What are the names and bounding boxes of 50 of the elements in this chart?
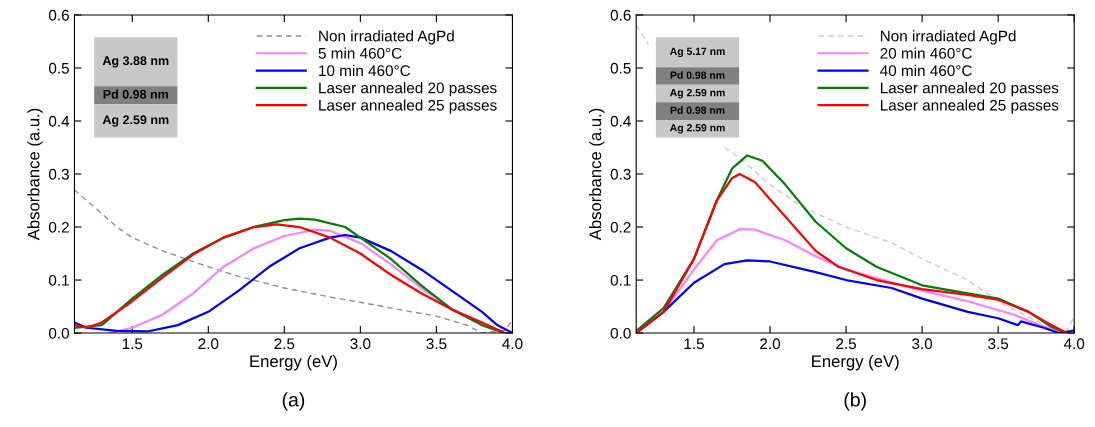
x-tick-label: 2.0	[198, 338, 219, 350]
legend-label: 10 min 460°C	[319, 64, 411, 77]
text: (b)	[844, 392, 866, 411]
y-axis-title: Absorbance (a.u.)	[27, 108, 43, 241]
legend-label: Laser annealed 25 passes	[319, 99, 497, 114]
y-tick-label: 0.6	[610, 9, 631, 21]
legend-label: Laser annealed 20 passes	[319, 82, 497, 97]
y-tick-label: 0.0	[48, 327, 69, 339]
legend-label: 20 min 460°C	[880, 47, 972, 59]
x-tick-label: 3.5	[988, 338, 1009, 350]
y-tick-label: 0.3	[610, 168, 631, 180]
y-tick-label: 0.6	[48, 9, 69, 21]
y-tick-label: 0.4	[48, 115, 70, 127]
x-tick-label: 3.0	[912, 338, 933, 350]
annotation: Ag 5.17 nm	[669, 47, 725, 58]
y-tick-label: 0.5	[610, 62, 631, 74]
x-tick-label: 1.5	[122, 338, 143, 350]
x-tick-label: 3.5	[426, 338, 447, 350]
legend-label: Non irradiated AgPd	[880, 30, 1016, 45]
x-tick-label: 2.0	[760, 338, 781, 350]
x-tick-label: 4.0	[502, 338, 523, 350]
annotation: Pd 0.98 nm	[670, 106, 725, 114]
text: (a)	[282, 392, 305, 411]
legend-label: Non irradiated AgPd	[319, 30, 454, 45]
x-tick-label: 3.0	[350, 338, 371, 350]
y-tick-label: 0.1	[610, 274, 631, 286]
annotation: Pd 0.98 nm	[670, 71, 725, 79]
x-axis-title: Energy (eV)	[250, 354, 337, 371]
legend-label: 40 min 460°C	[880, 64, 972, 77]
x-tick-label: 1.5	[684, 338, 704, 350]
x-tick-label: 2.5	[836, 338, 857, 350]
annotation: Ag 2.59 nm	[669, 88, 725, 99]
y-tick-label: 0.0	[610, 327, 631, 339]
x-axis-title: Energy (eV)	[812, 354, 899, 371]
legend-label: Laser annealed 20 passes	[880, 82, 1059, 97]
x-tick-label: 4.0	[1063, 338, 1085, 350]
legend-label: 5 min 460°C	[318, 47, 402, 59]
annotation: Ag 2.59 nm	[102, 115, 169, 127]
annotation: Ag 3.88 nm	[102, 56, 169, 68]
y-tick-label: 0.2	[48, 221, 69, 233]
y-axis-title: Absorbance (a.u.)	[589, 108, 605, 241]
annotation: Ag 2.59 nm	[669, 124, 725, 134]
y-tick-label: 0.2	[610, 221, 631, 233]
y-tick-label: 0.1	[48, 274, 69, 286]
annotation: Pd 0.98 nm	[103, 89, 169, 99]
x-tick-label: 2.5	[274, 338, 295, 350]
y-tick-label: 0.3	[48, 168, 69, 180]
legend-label: Laser annealed 25 passes	[880, 99, 1059, 114]
y-tick-label: 0.5	[48, 62, 69, 74]
y-tick-label: 0.4	[610, 115, 631, 127]
